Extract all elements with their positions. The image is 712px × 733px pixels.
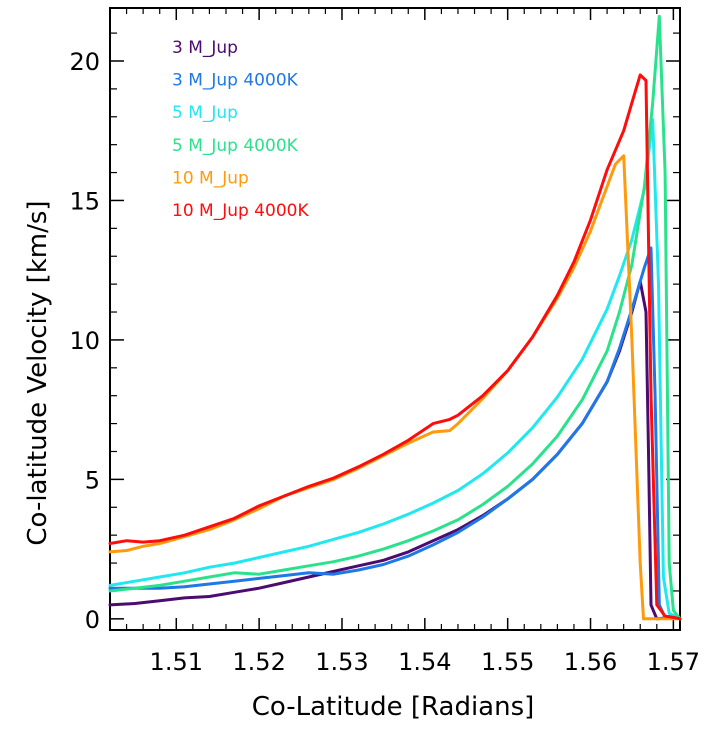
y-tick-label: 10	[69, 327, 100, 355]
series-line-1	[108, 279, 682, 621]
x-axis-title: Co-Latitude [Radians]	[252, 692, 535, 722]
legend-entry-5: 10 M_Jup	[172, 168, 249, 188]
legend-entry-6: 10 M_Jup 4000K	[172, 201, 309, 221]
series-line-2	[108, 246, 682, 621]
x-ticks: 1.51 1.52 1.53 1.54 1.55 1.56 1.57	[109, 8, 700, 676]
x-tick-label: 1.56	[564, 648, 617, 676]
series-line-6	[108, 73, 682, 621]
x-tick-label: 1.54	[398, 648, 451, 676]
plot-frame	[109, 7, 681, 631]
series-lines	[108, 14, 682, 621]
x-tick-label: 1.53	[315, 648, 368, 676]
y-tick-label: 5	[85, 466, 100, 494]
y-tick-label: 20	[69, 48, 100, 76]
y-axis-title: Co-latitude Velocity [km/s]	[23, 200, 53, 545]
legend: 3 M_Jup 3 M_Jup 4000K 5 M_Jup 5 M_Jup 4000K…	[172, 38, 309, 221]
y-tick-label: 0	[85, 606, 100, 634]
x-tick-label: 1.55	[481, 648, 534, 676]
series-line-4	[108, 14, 682, 621]
legend-entry-3: 5 M_Jup	[172, 103, 238, 123]
x-tick-label: 1.57	[647, 648, 700, 676]
x-tick-label: 1.52	[232, 648, 285, 676]
legend-entry-2: 3 M_Jup 4000K	[172, 71, 299, 91]
series-line-3	[108, 118, 682, 621]
y-tick-label: 15	[69, 187, 100, 215]
legend-entry-4: 5 M_Jup 4000K	[172, 136, 299, 156]
series-line-5	[108, 154, 682, 621]
legend-entry-1: 3 M_Jup	[172, 38, 238, 58]
y-ticks: 0 5 10 15 20	[69, 32, 680, 634]
x-tick-label: 1.51	[150, 648, 203, 676]
